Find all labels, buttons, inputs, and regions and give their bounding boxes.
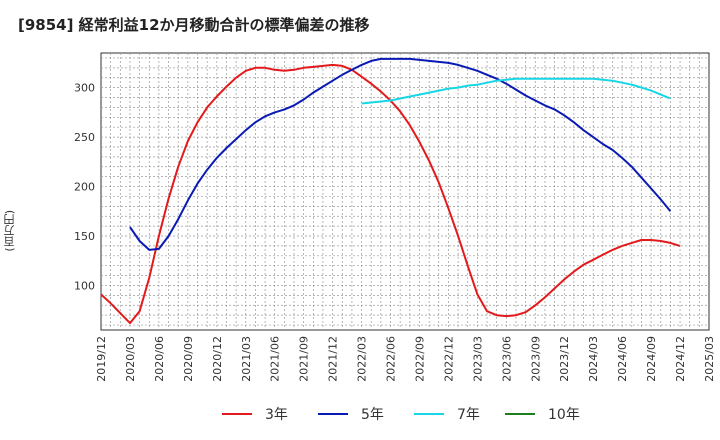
y-tick-label: 100 <box>74 279 95 292</box>
plot-area <box>100 52 710 331</box>
series-line-7年 <box>361 77 671 105</box>
x-tick-label: 2023/12 <box>558 336 571 382</box>
x-tick-label: 2021/09 <box>298 336 311 382</box>
x-tick-label: 2022/03 <box>356 336 369 382</box>
x-tick-label: 2020/03 <box>124 336 137 382</box>
x-tick-label: 2020/06 <box>153 336 166 382</box>
x-tick-label: 2022/12 <box>442 336 455 382</box>
x-tick-label: 2025/03 <box>703 336 716 382</box>
y-tick-label: 300 <box>74 82 95 95</box>
y-tick-label: 150 <box>74 230 95 243</box>
chart-title: [9854] 経常利益12か月移動合計の標準偏差の推移 <box>18 16 370 34</box>
legend: 3年 5年 7年 10年 <box>222 407 580 423</box>
legend-label: 3年 <box>265 407 288 423</box>
x-tick-label: 2019/12 <box>95 336 108 382</box>
x-tick-label: 2024/09 <box>645 336 658 382</box>
x-tick-label: 2024/03 <box>587 336 600 382</box>
x-tick-label: 2022/09 <box>413 336 426 382</box>
x-tick-label: 2023/06 <box>500 336 513 382</box>
x-tick-label: 2021/03 <box>240 336 253 382</box>
x-tick-label: 2024/12 <box>674 336 687 382</box>
x-tick-label: 2022/06 <box>385 336 398 382</box>
y-tick-label: 250 <box>74 131 95 144</box>
legend-label: 7年 <box>457 407 480 423</box>
x-tick-label: 2020/12 <box>211 336 224 382</box>
legend-label: 5年 <box>361 407 384 423</box>
y-axis-ticks: 100 150 200 250 300 <box>74 82 95 293</box>
x-axis-ticks: 2019/12 2020/03 2020/06 2020/09 2020/12 2021/… <box>95 336 716 382</box>
x-tick-label: 2021/06 <box>269 336 282 382</box>
series-line-5年 <box>129 57 672 251</box>
legend-label: 10年 <box>548 407 580 423</box>
x-tick-label: 2023/03 <box>471 336 484 382</box>
x-tick-label: 2021/12 <box>327 336 340 382</box>
series-lines <box>100 57 681 325</box>
y-tick-label: 200 <box>74 181 95 194</box>
x-tick-label: 2020/09 <box>182 336 195 382</box>
x-tick-label: 2024/06 <box>616 336 629 382</box>
x-tick-label: 2023/09 <box>529 336 542 382</box>
